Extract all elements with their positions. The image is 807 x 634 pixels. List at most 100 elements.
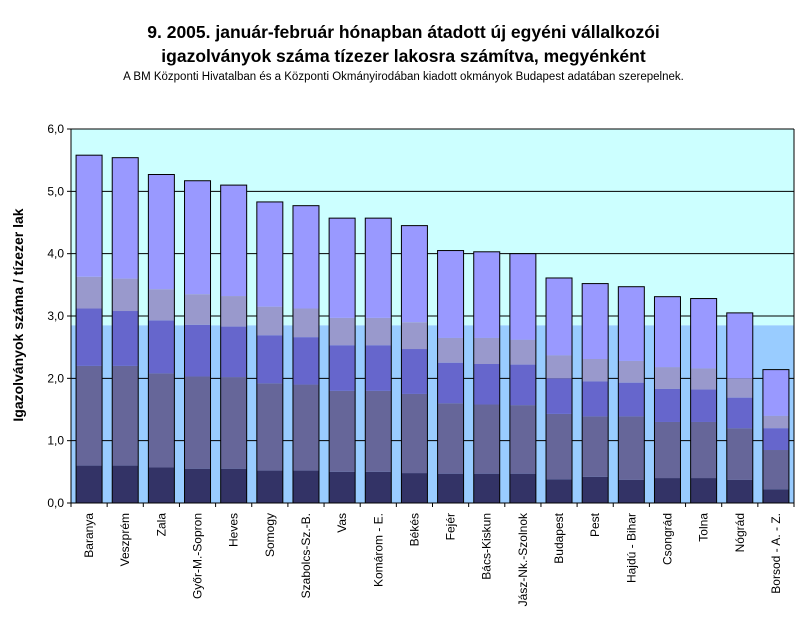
bar-segment (437, 250, 464, 338)
bar-stack (328, 217, 356, 504)
bar-stack (400, 225, 428, 504)
bar-segment (292, 470, 319, 503)
bar-segment (365, 317, 392, 346)
bar-segment (76, 465, 103, 503)
x-tick-label: Békés (407, 513, 421, 546)
bar-segment (365, 345, 392, 391)
bar-stack (690, 298, 718, 504)
bar-stack (762, 369, 790, 504)
bar-segment (292, 205, 319, 309)
bar-segment (762, 415, 789, 429)
bar-segment (690, 389, 717, 422)
bar-segment (112, 365, 139, 466)
axes (67, 128, 795, 507)
x-tick-label: Nógrád (733, 513, 747, 552)
bar-segment (148, 320, 175, 374)
x-tick-label: Zala (154, 513, 168, 537)
bar-segment (292, 337, 319, 385)
bar-segment (762, 369, 789, 416)
bar-segment (365, 390, 392, 472)
bar-stack (653, 296, 681, 504)
x-tick-label: Somogy (263, 513, 277, 557)
bar-segment (76, 276, 103, 309)
bar-segment (437, 362, 464, 404)
bar-stack (726, 312, 754, 504)
bar-stack (220, 184, 248, 504)
x-tick-label: Baranya (82, 513, 96, 558)
bar-segment (654, 367, 681, 389)
x-tick-label: Győr-M.-Sopron (191, 513, 205, 599)
bar-segment (437, 403, 464, 474)
bar-segment (148, 373, 175, 468)
bar-segment (329, 218, 356, 318)
bar-segment (618, 382, 645, 417)
bar-segment (220, 377, 247, 469)
bar-segment (256, 201, 283, 307)
bar-segment (329, 390, 356, 472)
bar-segment (582, 359, 609, 382)
bar-segment (654, 478, 681, 503)
bar-segment (401, 225, 428, 323)
bar-segment (401, 349, 428, 394)
bar-segment (546, 277, 573, 356)
bar-segment (76, 155, 103, 277)
bar-segment (654, 421, 681, 479)
bar-stack (364, 217, 392, 504)
x-tick-label: Csongrád (660, 513, 674, 565)
plot-background-upper (71, 129, 794, 326)
bar-segment (292, 384, 319, 471)
y-tick-label: 3,0 (47, 309, 64, 323)
bar-segment (509, 405, 536, 474)
x-tick-label: Komárom - E. (371, 513, 385, 587)
chart-subtitle: A BM Központi Hivatalban és a Központi O… (123, 71, 684, 83)
bar-segment (184, 324, 211, 377)
bar-segment (546, 479, 573, 503)
bar-segment (220, 296, 247, 327)
bar-segment (618, 416, 645, 480)
bar-segment (726, 378, 753, 398)
x-tick-label: Fejér (444, 513, 458, 540)
bar-segment (148, 289, 175, 321)
bar-stack (75, 154, 103, 504)
bar-segment (726, 428, 753, 480)
x-tick-label: Vas (335, 513, 349, 533)
bar-segment (618, 286, 645, 361)
bar-segment (184, 468, 211, 503)
bar-segment (582, 476, 609, 503)
y-tick-label: 1,0 (47, 434, 64, 448)
y-tick-labels: 0,0 1,0 2,0 3,0 4,0 5,0 6,0 (47, 122, 64, 510)
bar-segment (365, 218, 392, 318)
bar-segment (256, 470, 283, 503)
y-axis-label: Igazolványok száma / tízezer lak (10, 208, 26, 421)
bar-segment (112, 157, 139, 279)
chart-title-line-2: igazolványok száma tízezer lakosra számí… (161, 46, 646, 66)
bar-stack (437, 250, 465, 504)
bar-stack (111, 157, 139, 504)
bar-segment (690, 478, 717, 503)
x-tick-label: Tolna (697, 513, 711, 542)
bar-segment (546, 413, 573, 480)
x-tick-label: Szabolcs-Sz.-B. (299, 513, 313, 598)
bar-segment (184, 180, 211, 295)
x-tick-label: Bács-Kiskun (480, 513, 494, 580)
bar-segment (582, 416, 609, 477)
bar-stack (545, 277, 573, 504)
bar-segment (437, 473, 464, 503)
bar-segment (582, 381, 609, 417)
y-tick-label: 4,0 (47, 247, 64, 261)
bar-segment (546, 355, 573, 379)
bar-segment (762, 450, 789, 490)
bar-segment (329, 471, 356, 503)
bar-segment (473, 337, 500, 364)
x-tick-label: Budapest (552, 512, 566, 563)
y-tick-label: 2,0 (47, 371, 64, 385)
bar-segment (473, 251, 500, 338)
x-tick-label: Hajdú - Bihar (624, 513, 638, 583)
bar-segment (726, 397, 753, 429)
bar-segment (726, 479, 753, 503)
x-tick-label: Veszprém (118, 513, 132, 566)
bar-segment (184, 294, 211, 325)
bar-segment (546, 378, 573, 414)
bar-segment (256, 306, 283, 336)
